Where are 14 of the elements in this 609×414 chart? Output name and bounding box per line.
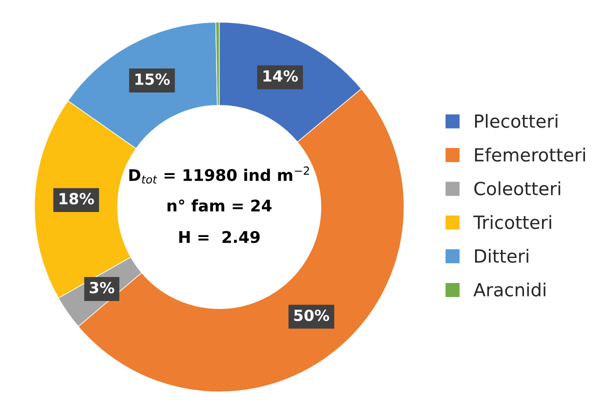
legend-label: Plecotteri xyxy=(475,114,558,128)
data-label: 14% xyxy=(263,70,298,82)
data-label: 50% xyxy=(294,310,330,322)
text: H = 2.49 xyxy=(179,230,260,244)
legend-label: Ditteri xyxy=(475,248,528,263)
data-label: 18% xyxy=(60,192,94,204)
legend-label: Coleotteri xyxy=(474,181,560,196)
text: n° fam = 24 xyxy=(168,199,272,212)
legend-label: Aracnidi xyxy=(473,282,546,297)
legend-label: Efemerotteri xyxy=(475,148,585,162)
data-label: 3% xyxy=(90,282,114,294)
data-label: 15% xyxy=(135,73,170,85)
legend-label: Tricotteri xyxy=(473,215,552,230)
text: D$_{tot}$ = 11980 ind m$^{−2}$ xyxy=(129,166,309,184)
